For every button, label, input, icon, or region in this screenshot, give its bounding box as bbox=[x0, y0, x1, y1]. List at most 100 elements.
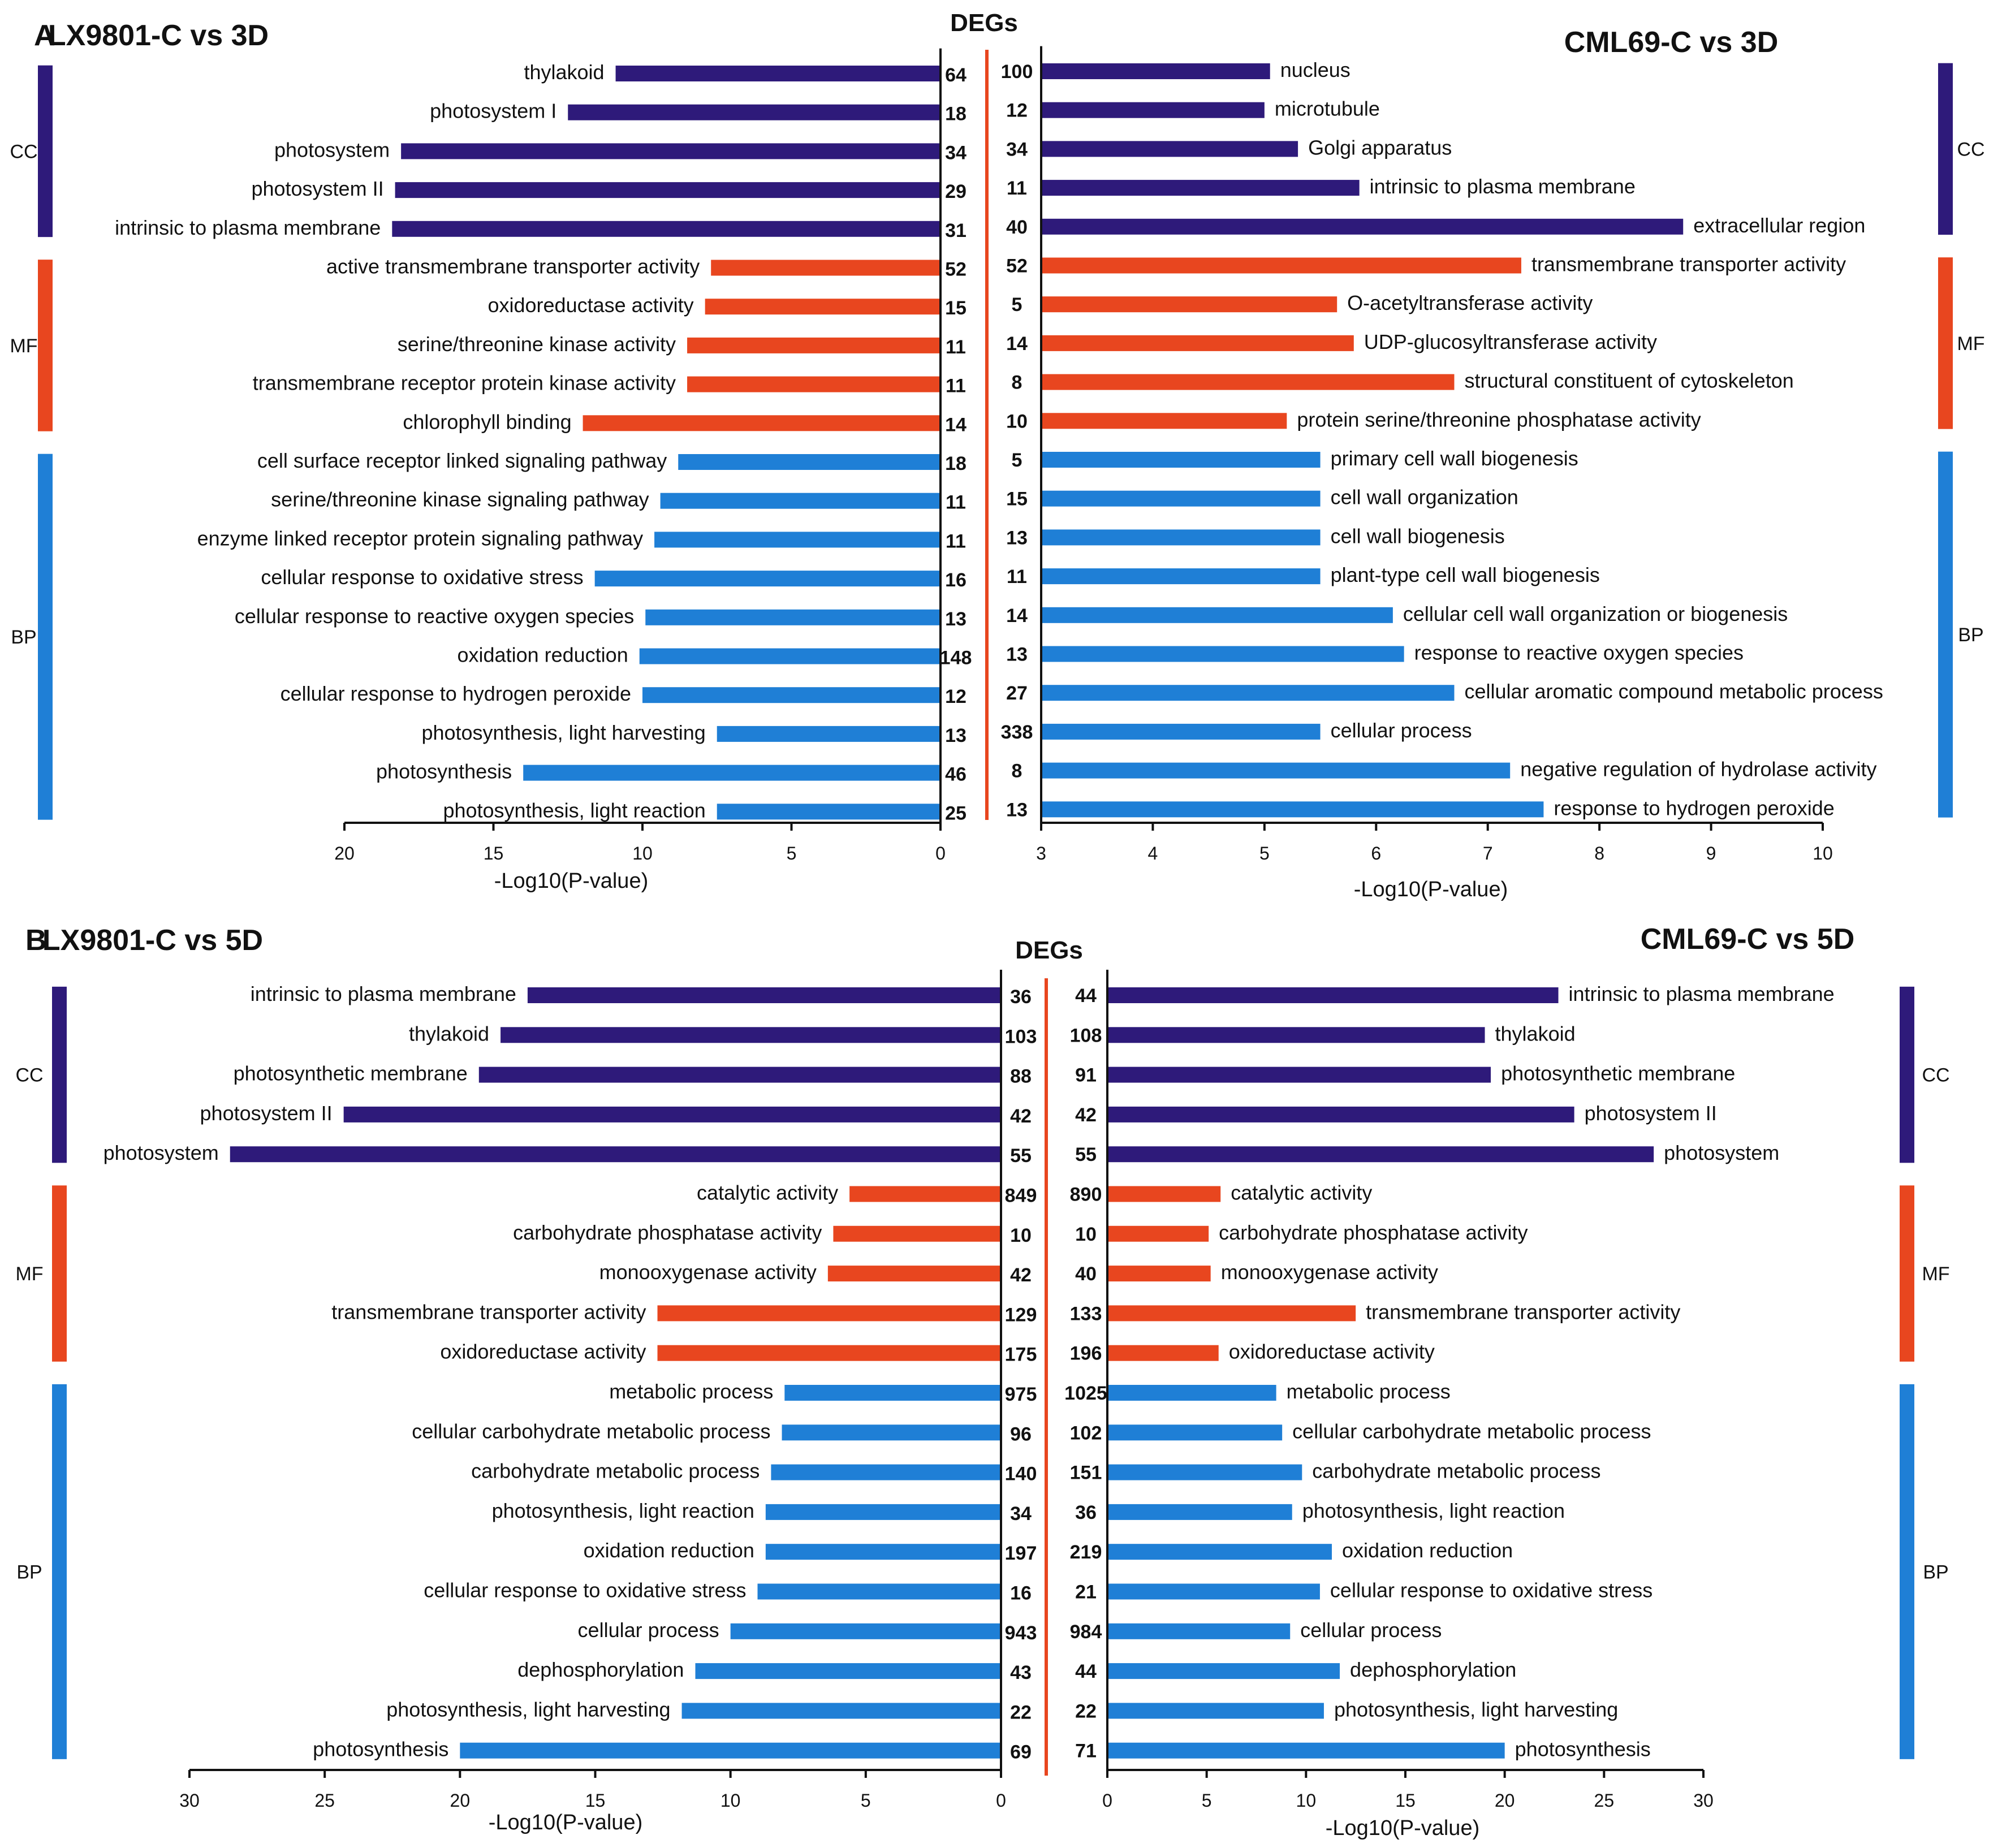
degs-count: 975 bbox=[1005, 1384, 1037, 1405]
bar-label: chlorophyll binding bbox=[403, 410, 571, 433]
category-label: MF bbox=[1957, 333, 1984, 355]
bar bbox=[568, 104, 940, 120]
bar bbox=[1107, 1623, 1291, 1639]
category-bar bbox=[1900, 1384, 1914, 1759]
bar-label: cellular carbohydrate metabolic process bbox=[1292, 1419, 1651, 1443]
category-bar bbox=[1938, 451, 1953, 818]
x-tick-label: 30 bbox=[1693, 1790, 1714, 1811]
panel-b-left: LX9801-C vs 5D DEGs intrinsic to plasma me… bbox=[15, 924, 1082, 1834]
degs-count: 100 bbox=[1001, 61, 1033, 83]
bar bbox=[1107, 1385, 1276, 1401]
bar-label: extracellular region bbox=[1693, 214, 1865, 237]
bar-label: photosynthesis, light harvesting bbox=[1334, 1698, 1618, 1721]
chart-title: CML69-C vs 5D bbox=[1641, 923, 1855, 956]
degs-count: 14 bbox=[1006, 605, 1028, 627]
x-tick-label: 6 bbox=[1371, 843, 1381, 863]
degs-count: 42 bbox=[1010, 1264, 1032, 1286]
bar-label: cellular process bbox=[578, 1618, 719, 1642]
bar-label: photosynthesis, light harvesting bbox=[386, 1698, 670, 1721]
bar-label: thylakoid bbox=[1495, 1022, 1576, 1045]
x-tick-label: 0 bbox=[935, 843, 946, 863]
degs-count: 22 bbox=[1075, 1700, 1097, 1722]
bar-label: photosystem bbox=[274, 138, 390, 161]
bar bbox=[687, 337, 940, 353]
bar-label: photosynthesis bbox=[1515, 1738, 1651, 1761]
bar bbox=[757, 1583, 1001, 1600]
x-tick-label: 10 bbox=[1296, 1790, 1317, 1811]
bar-label: cellular response to oxidative stress bbox=[1330, 1579, 1652, 1602]
bar bbox=[730, 1623, 1001, 1639]
bar-label: oxidoreductase activity bbox=[1229, 1340, 1435, 1363]
category-label: BP bbox=[16, 1561, 42, 1583]
bar-label: cellular process bbox=[1300, 1618, 1442, 1642]
x-tick-label: 10 bbox=[632, 843, 653, 863]
degs-count: 29 bbox=[945, 181, 967, 202]
degs-count: 11 bbox=[946, 375, 966, 397]
chart-title: LX9801-C vs 3D bbox=[48, 19, 269, 52]
bar-label: cellular response to reactive oxygen spe… bbox=[235, 605, 634, 628]
bar-label: photosynthesis, light reaction bbox=[1302, 1499, 1565, 1522]
bar bbox=[1107, 1742, 1505, 1759]
category-label: BP bbox=[1958, 624, 1983, 646]
bar bbox=[1107, 1663, 1340, 1679]
bar-label: photosynthetic membrane bbox=[234, 1062, 468, 1085]
bar bbox=[695, 1663, 1001, 1679]
category-bar bbox=[52, 1185, 67, 1362]
bar bbox=[1041, 257, 1521, 274]
x-tick-label: 15 bbox=[1395, 1790, 1416, 1811]
bar-label: transmembrane transporter activity bbox=[1531, 253, 1846, 276]
degs-count: 18 bbox=[945, 103, 967, 125]
bar-label: structural constituent of cytoskeleton bbox=[1464, 369, 1793, 392]
bar bbox=[478, 1067, 1001, 1083]
category-bar bbox=[1900, 986, 1914, 1163]
bar bbox=[1041, 762, 1511, 779]
bar bbox=[1041, 335, 1354, 351]
panel-a-left: LX9801-C vs 3D DEGs thylakoid 64 photosystem… bbox=[10, 9, 1017, 893]
x-tick-label: 10 bbox=[1813, 843, 1833, 863]
bar-label: dephosphorylation bbox=[1350, 1658, 1516, 1681]
bar bbox=[681, 1703, 1001, 1719]
chart-title: LX9801-C vs 5D bbox=[42, 924, 263, 957]
panel-letter-a: A bbox=[34, 19, 55, 52]
degs-count: 11 bbox=[1007, 566, 1027, 588]
degs-count: 10 bbox=[1006, 411, 1028, 432]
bar bbox=[1041, 218, 1684, 235]
bar-label: enzyme linked receptor protein signaling… bbox=[197, 526, 643, 550]
bar bbox=[1041, 723, 1321, 740]
degs-count: 5 bbox=[1012, 294, 1022, 316]
degs-count: 11 bbox=[946, 530, 966, 552]
bar bbox=[1107, 1067, 1491, 1083]
x-tick-label: 0 bbox=[996, 1790, 1006, 1811]
degs-count: 44 bbox=[1075, 1661, 1097, 1682]
bar bbox=[1041, 63, 1270, 79]
degs-count: 148 bbox=[940, 647, 972, 669]
x-tick-label: 5 bbox=[861, 1790, 871, 1811]
degs-count: 64 bbox=[945, 64, 967, 86]
bar bbox=[1107, 1464, 1302, 1480]
degs-count: 36 bbox=[1010, 986, 1032, 1008]
category-label: BP bbox=[11, 627, 36, 648]
bar bbox=[1107, 1504, 1292, 1520]
bar-label: cell wall biogenesis bbox=[1331, 524, 1505, 547]
bar bbox=[460, 1742, 1001, 1759]
x-tick-label: 4 bbox=[1148, 843, 1158, 863]
bar-label: transmembrane transporter activity bbox=[331, 1300, 646, 1323]
bar bbox=[678, 454, 940, 470]
bar bbox=[401, 143, 940, 159]
bar-label: oxidoreductase activity bbox=[487, 293, 693, 317]
degs-header: DEGs bbox=[950, 9, 1018, 37]
bar bbox=[1107, 1345, 1219, 1361]
degs-count: 12 bbox=[945, 686, 967, 707]
degs-count: 52 bbox=[945, 259, 967, 280]
degs-count: 849 bbox=[1005, 1185, 1037, 1207]
bar-label: photosystem bbox=[103, 1141, 219, 1164]
degs-count: 133 bbox=[1070, 1303, 1102, 1324]
bar bbox=[343, 1106, 1001, 1122]
bar bbox=[771, 1464, 1001, 1480]
bar-label: photosynthesis bbox=[376, 760, 512, 783]
degs-count: 71 bbox=[1075, 1741, 1097, 1762]
bar bbox=[849, 1186, 1001, 1202]
bar-label: photosystem bbox=[1664, 1141, 1779, 1164]
x-tick-label: 7 bbox=[1483, 843, 1493, 863]
bar-label: cell surface receptor linked signaling p… bbox=[257, 449, 667, 472]
